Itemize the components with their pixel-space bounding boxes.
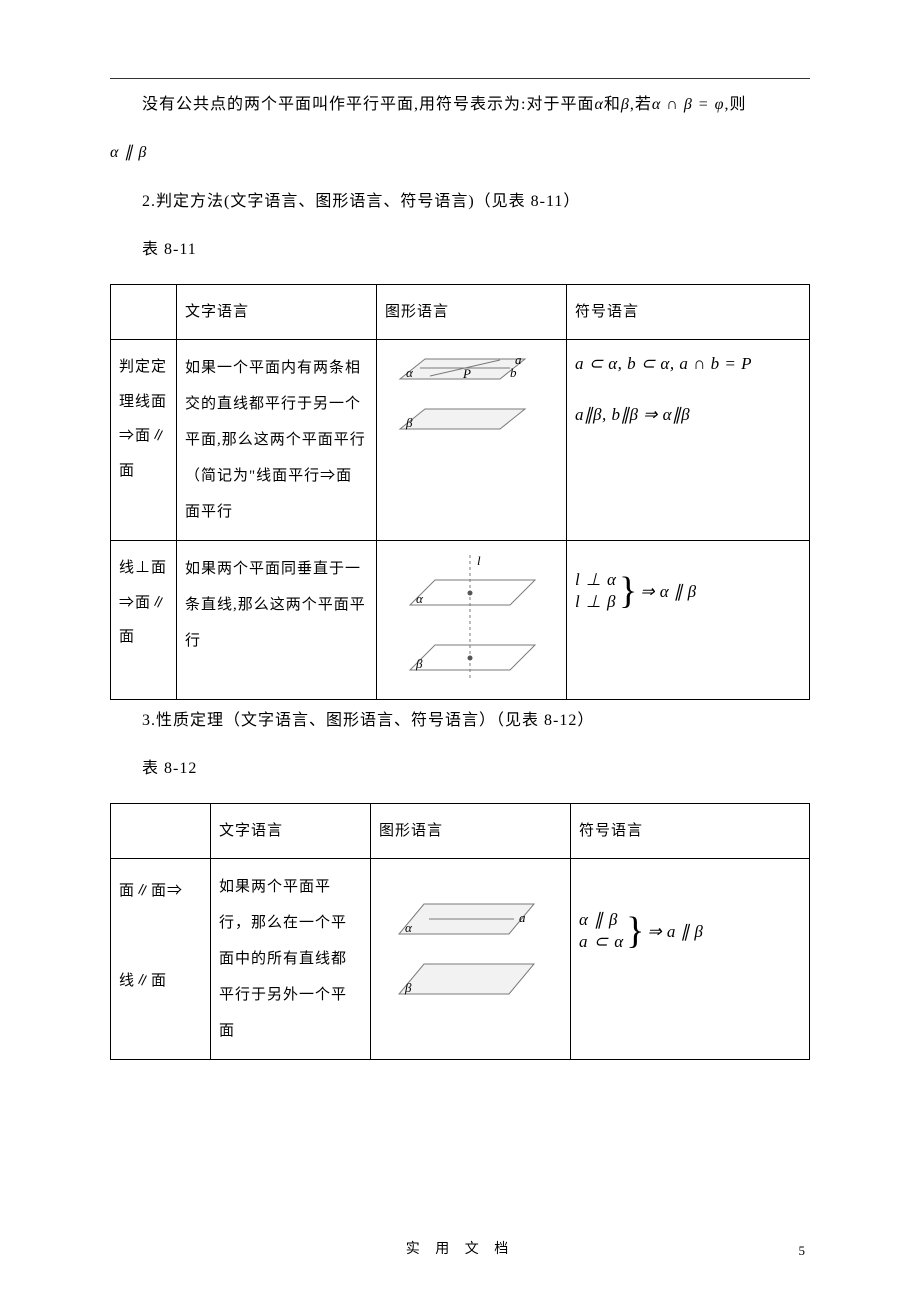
intro-line2: α ∥ β <box>110 138 810 168</box>
intro-then: ,则 <box>724 96 746 113</box>
t1-r1-c3: a b P α β <box>377 340 567 541</box>
t1-r2-c3: l α β <box>377 541 567 700</box>
t1-r1-c1: 判定定理线面⇒面∥面 <box>111 340 177 541</box>
t2-r1-c2: 如果两个平面平行，那么在一个平面中的所有直线都平行于另外一个平面 <box>211 859 371 1060</box>
t2-r1-braceres: ⇒ a ∥ β <box>647 918 703 945</box>
t2-h1 <box>111 803 211 859</box>
t1-r2-c1: 线⊥面⇒面∥面 <box>111 541 177 700</box>
intro-cap: α ∩ β = φ <box>652 96 725 113</box>
t1-r2-braceres: ⇒ α ∥ β <box>640 578 696 605</box>
page-top-rule <box>110 78 810 79</box>
t1-h3: 图形语言 <box>377 284 567 340</box>
diagram-two-planes-lines: a b P α β <box>385 350 558 468</box>
table-row: 判定定理线面⇒面∥面 如果一个平面内有两条相交的直线都平行于另一个平面,那么这两… <box>111 340 810 541</box>
table-row: 面∥面⇒ 线∥面 如果两个平面平行，那么在一个平面中的所有直线都平行于另外一个平… <box>111 859 810 1060</box>
intro-paragraph: 没有公共点的两个平面叫作平行平面,用符号表示为:对于平面α和β,若α ∩ β =… <box>110 90 810 120</box>
svg-text:β: β <box>405 415 413 430</box>
t2-r1-c3: a α β <box>371 859 571 1060</box>
brace-icon: } <box>626 914 645 948</box>
intro-and: 和 <box>604 96 621 113</box>
intro-beta: β <box>621 96 630 113</box>
t1-r2-bracebot: l ⊥ β <box>575 591 617 613</box>
svg-text:P: P <box>462 366 472 381</box>
t1-r2-symblock: l ⊥ α l ⊥ β } ⇒ α ∥ β <box>575 569 801 613</box>
table1-caption: 表 8-11 <box>110 235 810 265</box>
t2-r1-c4: α ∥ β a ⊂ α } ⇒ a ∥ β <box>571 859 810 1060</box>
svg-text:α: α <box>406 365 414 380</box>
svg-text:β: β <box>404 980 412 995</box>
page-number: 5 <box>799 1239 806 1264</box>
diagram-perp-planes: l α β <box>385 551 558 689</box>
intro-text-1: 没有公共点的两个平面叫作平行平面,用符号表示为:对于平面 <box>142 96 594 113</box>
svg-text:α: α <box>405 920 413 935</box>
t1-h4: 符号语言 <box>567 284 810 340</box>
table-8-11: 文字语言 图形语言 符号语言 判定定理线面⇒面∥面 如果一个平面内有两条相交的直… <box>110 284 810 701</box>
t2-r1-bracebot: a ⊂ α <box>579 931 624 953</box>
intro-parallel: α ∥ β <box>110 144 147 161</box>
section-3-heading: 3.性质定理（文字语言、图形语言、符号语言）（见表 8-12） <box>110 706 810 736</box>
svg-text:a: a <box>519 910 527 925</box>
diagram-parallel-planes-line: a α β <box>379 869 562 1013</box>
intro-if: ,若 <box>630 96 652 113</box>
table-row: 文字语言 图形语言 符号语言 <box>111 284 810 340</box>
t2-r1-c1a: 面∥面⇒ <box>119 883 183 899</box>
t2-h4: 符号语言 <box>571 803 810 859</box>
svg-text:β: β <box>415 656 423 671</box>
table2-caption: 表 8-12 <box>110 754 810 784</box>
section-2-heading: 2.判定方法(文字语言、图形语言、符号语言)（见表 8-11） <box>110 187 810 217</box>
svg-text:l: l <box>477 555 482 568</box>
t1-h1 <box>111 284 177 340</box>
t1-r2-bracetop: l ⊥ α <box>575 569 617 591</box>
t1-r2-c2: 如果两个平面同垂直于一条直线,那么这两个平面平行 <box>177 541 377 700</box>
t1-r2-c4: l ⊥ α l ⊥ β } ⇒ α ∥ β <box>567 541 810 700</box>
t1-h2: 文字语言 <box>177 284 377 340</box>
t2-r1-symblock: α ∥ β a ⊂ α } ⇒ a ∥ β <box>579 909 801 953</box>
t2-h3: 图形语言 <box>371 803 571 859</box>
t1-r1-sym1: a ⊂ α, b ⊂ α, a ∩ b = P <box>575 350 801 377</box>
page-footer: 实 用 文 档 <box>0 1237 920 1264</box>
table-row: 线⊥面⇒面∥面 如果两个平面同垂直于一条直线,那么这两个平面平行 l α β <box>111 541 810 700</box>
intro-alpha: α <box>594 96 603 113</box>
t2-r1-c1b: 线∥面 <box>119 973 167 989</box>
t2-h2: 文字语言 <box>211 803 371 859</box>
table-8-12: 文字语言 图形语言 符号语言 面∥面⇒ 线∥面 如果两个平面平行，那么在一个平面… <box>110 803 810 1061</box>
brace-icon: } <box>619 574 638 608</box>
t1-r1-c2: 如果一个平面内有两条相交的直线都平行于另一个平面,那么这两个平面平行（简记为"线… <box>177 340 377 541</box>
t1-r1-c4: a ⊂ α, b ⊂ α, a ∩ b = P a∥β, b∥β ⇒ α∥β <box>567 340 810 541</box>
table-row: 文字语言 图形语言 符号语言 <box>111 803 810 859</box>
t2-r1-bracetop: α ∥ β <box>579 909 624 931</box>
svg-text:α: α <box>416 591 424 606</box>
t2-r1-c1: 面∥面⇒ 线∥面 <box>111 859 211 1060</box>
t1-r1-sym2: a∥β, b∥β ⇒ α∥β <box>575 401 801 428</box>
svg-text:b: b <box>510 365 518 380</box>
